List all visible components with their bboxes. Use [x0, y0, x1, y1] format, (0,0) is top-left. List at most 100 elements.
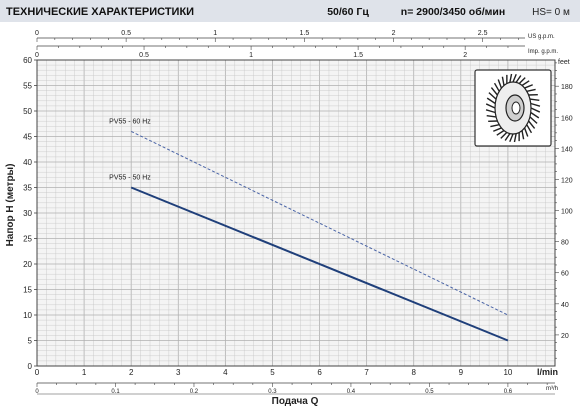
x-tick-label: 5 [270, 368, 275, 377]
top-axis-unit-us: US g.p.m. [528, 34, 555, 40]
x-tick-label: 4 [223, 368, 228, 377]
feet-tick-label: 160 [561, 115, 573, 122]
x-tick-label: 8 [412, 368, 417, 377]
m3h-tick-label: 0.6 [504, 389, 513, 395]
imp-gpm-tick-label: 1 [249, 52, 253, 59]
m3h-tick-label: 0 [35, 389, 39, 395]
y-tick-label: 55 [23, 82, 32, 91]
us-gpm-tick-label: 2.5 [478, 30, 488, 37]
x-tick-label: 2 [129, 368, 134, 377]
y-tick-label: 60 [23, 56, 32, 65]
x-tick-label: 7 [364, 368, 369, 377]
impeller-blade [521, 80, 530, 87]
feet-tick-label: 40 [561, 302, 569, 309]
chart-title: ТЕХНИЧЕСКИЕ ХАРАКТЕРИСТИКИ [6, 6, 194, 18]
feet-tick-label: 80 [561, 240, 569, 247]
impeller-blade [518, 77, 526, 85]
us-gpm-tick-label: 1.5 [300, 30, 310, 37]
feet-tick-label: 180 [561, 84, 573, 91]
x-tick-label: 9 [459, 368, 464, 377]
impeller-blade [485, 109, 496, 114]
impeller-blade [509, 73, 513, 83]
impeller-blade [513, 133, 517, 143]
y-tick-label: 25 [23, 235, 32, 244]
impeller-blade [509, 133, 514, 143]
y-tick-label: 15 [23, 286, 32, 295]
y-tick-label: 45 [23, 133, 32, 142]
series-label-60hz: PV55 - 60 Hz [109, 118, 151, 125]
m3h-tick-label: 0.3 [268, 389, 277, 395]
impeller-illustration [474, 69, 552, 147]
impeller-blade [501, 76, 505, 86]
y-tick-label: 30 [23, 209, 32, 218]
y-tick-label: 35 [23, 184, 32, 193]
feet-tick-label: 20 [561, 333, 569, 340]
y-tick-label: 0 [28, 362, 33, 371]
impeller-blade [529, 98, 540, 101]
impeller-blade [521, 130, 525, 140]
y-tick-label: 50 [23, 107, 32, 116]
impeller-bore [511, 101, 521, 115]
impeller-blade [493, 82, 500, 92]
y-tick-label: 5 [28, 337, 33, 346]
feet-tick-label: 140 [561, 146, 573, 153]
x-tick-label: 1 [82, 368, 87, 377]
impeller-blade [500, 131, 508, 139]
impeller-blade [493, 127, 502, 132]
frequency-label: 50/60 Гц [327, 6, 369, 18]
impeller-blade [529, 116, 538, 124]
impeller-blade [490, 87, 498, 96]
x-tick-label: 3 [176, 368, 181, 377]
axes: 0510152025303540455055602040608010012014… [23, 30, 573, 395]
impeller-blade [512, 73, 517, 83]
imp-gpm-tick-label: 0 [35, 52, 39, 59]
x-axis-unit-lmin: l/min [537, 367, 558, 377]
us-gpm-tick-label: 1 [213, 30, 217, 37]
impeller-blade [524, 84, 533, 89]
impeller-blade [526, 124, 533, 134]
speed-label: n= 2900/3450 об/мин [401, 6, 505, 18]
impeller-blade [496, 129, 505, 136]
impeller-blade [515, 75, 522, 83]
x-axis-unit-m3h: m³/h [546, 386, 558, 392]
feet-tick-label: 100 [561, 209, 573, 216]
y-tick-label: 20 [23, 260, 32, 269]
m3h-tick-label: 0.4 [347, 389, 356, 395]
x-tick-label: 0 [35, 368, 40, 377]
impeller-icon [485, 73, 541, 143]
us-gpm-tick-label: 0.5 [121, 30, 131, 37]
impeller-blade [530, 102, 541, 107]
top-axis-unit-imp: Imp. g.p.m. [528, 49, 558, 55]
feet-tick-label: 120 [561, 177, 573, 184]
header-band [0, 0, 580, 22]
impeller-blade [523, 127, 529, 137]
m3h-tick-label: 0.5 [425, 389, 434, 395]
series-label-50hz: PV55 - 50 Hz [109, 175, 151, 182]
impeller-blade [488, 92, 497, 100]
impeller-blade [504, 133, 511, 141]
imp-gpm-tick-label: 1.5 [353, 52, 363, 59]
y-tick-label: 10 [23, 311, 32, 320]
series-layer: PV55 - 60 Hz PV55 - 50 Hz [109, 118, 509, 342]
imp-gpm-tick-label: 0.5 [139, 52, 149, 59]
us-gpm-tick-label: 0 [35, 30, 39, 37]
right-axis-unit-feet: feet [558, 59, 570, 66]
x-tick-label: 10 [503, 368, 512, 377]
impeller-blade [530, 107, 541, 113]
impeller-blade [486, 115, 497, 118]
impeller-blade [497, 79, 503, 89]
impeller-blade [528, 120, 536, 129]
impeller-blade [485, 103, 496, 109]
hs-label: HS= 0 м [532, 7, 570, 18]
impeller-blade [530, 111, 540, 119]
x-axis-title: Подача Q [272, 396, 319, 407]
us-gpm-tick-label: 2 [392, 30, 396, 37]
feet-tick-label: 60 [561, 271, 569, 278]
series-line-50hz [130, 186, 509, 342]
x-tick-label: 6 [317, 368, 322, 377]
impeller-blade [526, 88, 536, 92]
m3h-tick-label: 0.2 [190, 389, 199, 395]
m3h-tick-label: 0.1 [111, 389, 120, 395]
y-axis-title: Напор H (метры) [5, 164, 16, 247]
